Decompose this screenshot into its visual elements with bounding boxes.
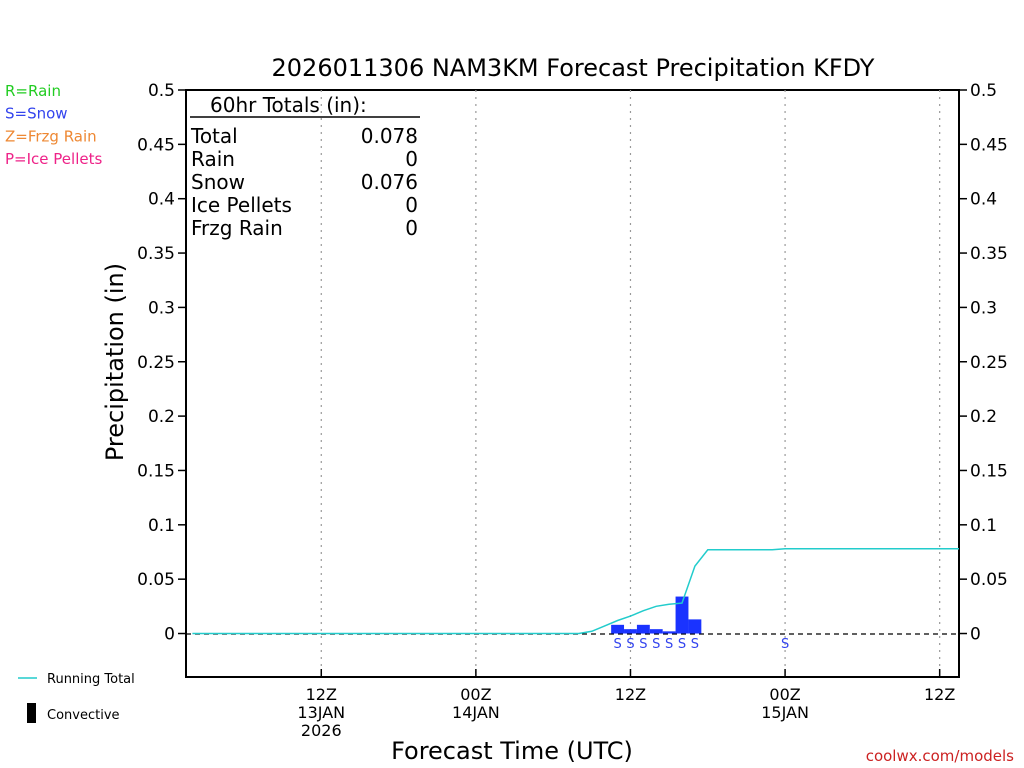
snow-bar <box>624 629 637 634</box>
totals-row-value: 0 <box>405 147 418 171</box>
x-tick-label: 13JAN <box>297 703 345 722</box>
x-tick-label: 00Z <box>460 685 491 704</box>
x-tick-label: 12Z <box>306 685 337 704</box>
y-tick-label-right: 0.35 <box>970 244 1008 264</box>
precip-type-legend-item: R=Rain <box>5 82 61 100</box>
snow-marker: S <box>781 637 789 652</box>
y-tick-label-left: 0.5 <box>148 81 175 101</box>
y-tick-label-right: 0.5 <box>970 81 997 101</box>
y-tick-label-left: 0 <box>164 625 175 645</box>
x-tick-label: 14JAN <box>452 703 500 722</box>
x-axis-label: Forecast Time (UTC) <box>391 737 633 765</box>
snow-bar <box>649 629 663 634</box>
y-tick-label-left: 0.25 <box>137 353 175 373</box>
totals-row-label: Snow <box>191 170 245 194</box>
x-tick-label: 12Z <box>924 685 955 704</box>
y-tick-label-left: 0.1 <box>148 516 175 536</box>
snow-bar <box>675 596 689 634</box>
y-axis-right: 0 0.05 0.1 0.15 0.2 0.25 0.3 0.35 0.4 0.45 0.5 <box>959 81 1008 645</box>
y-tick-label-left: 0.3 <box>148 298 175 318</box>
running-total-legend-label: Running Total <box>47 672 135 687</box>
x-tick-label: 00Z <box>769 685 800 704</box>
y-tick-label-right: 0.2 <box>970 407 997 427</box>
x-tick-label: 2026 <box>301 721 342 740</box>
totals-row-value: 0 <box>405 216 418 240</box>
snow-marker: S <box>639 637 647 652</box>
snow-bar <box>662 631 676 634</box>
y-tick-label-right: 0.25 <box>970 353 1008 373</box>
totals-row-label: Rain <box>191 147 235 171</box>
precip-type-legend-item: P=Ice Pellets <box>5 150 102 168</box>
snow-marker: S <box>665 637 673 652</box>
totals-row-label: Total <box>190 124 238 148</box>
snow-marker: S <box>691 637 699 652</box>
y-axis-left: 0 0.05 0.1 0.15 0.2 0.25 0.3 0.35 0.4 0.45 0.5 <box>137 81 186 645</box>
y-tick-label-right: 0 <box>970 625 981 645</box>
totals-box: 60hr Totals (in): Total 0.078 Rain 0 Snow 0.0… <box>190 93 420 240</box>
x-tick-label: 12Z <box>615 685 646 704</box>
snow-bar <box>688 619 702 634</box>
running-total-line <box>192 547 959 635</box>
x-tick-label: 15JAN <box>761 703 809 722</box>
bottom-legend: Running Total Convective <box>18 672 135 723</box>
chart-title: 2026011306 NAM3KM Forecast Precipitation… <box>272 54 875 82</box>
convective-legend-swatch <box>27 703 36 723</box>
snow-bar <box>636 624 650 634</box>
totals-row-value: 0.078 <box>361 124 418 148</box>
y-tick-label-right: 0.4 <box>970 190 997 210</box>
y-tick-label-right: 0.15 <box>970 461 1008 481</box>
totals-row-value: 0.076 <box>361 170 418 194</box>
y-axis-label: Precipitation (in) <box>101 263 129 461</box>
y-tick-label-right: 0.1 <box>970 516 997 536</box>
y-tick-label-left: 0.2 <box>148 407 175 427</box>
precip-type-legend: R=Rain S=Snow Z=Frzg Rain P=Ice Pellets <box>5 82 102 168</box>
totals-row-label: Frzg Rain <box>191 216 283 240</box>
y-tick-label-right: 0.45 <box>970 135 1008 155</box>
snow-marker: S <box>626 637 634 652</box>
y-tick-label-left: 0.4 <box>148 190 175 210</box>
y-tick-label-right: 0.05 <box>970 570 1008 590</box>
y-tick-label-left: 0.05 <box>137 570 175 590</box>
snow-marker: S <box>678 637 686 652</box>
precip-type-legend-item: S=Snow <box>5 105 68 123</box>
snow-marker: S <box>652 637 660 652</box>
y-tick-label-left: 0.45 <box>137 135 175 155</box>
y-tick-label-left: 0.35 <box>137 244 175 264</box>
snow-bars <box>611 596 702 634</box>
credit-text: coolwx.com/models <box>866 747 1014 765</box>
totals-row-label: Ice Pellets <box>191 193 292 217</box>
y-tick-label-right: 0.3 <box>970 298 997 318</box>
y-tick-label-left: 0.15 <box>137 461 175 481</box>
totals-heading: 60hr Totals (in): <box>210 93 367 117</box>
precip-type-legend-item: Z=Frzg Rain <box>5 127 97 145</box>
snow-bar <box>611 624 625 634</box>
snow-marker: S <box>613 637 621 652</box>
convective-legend-label: Convective <box>47 708 120 723</box>
totals-row-value: 0 <box>405 193 418 217</box>
plot-frame <box>185 89 960 678</box>
